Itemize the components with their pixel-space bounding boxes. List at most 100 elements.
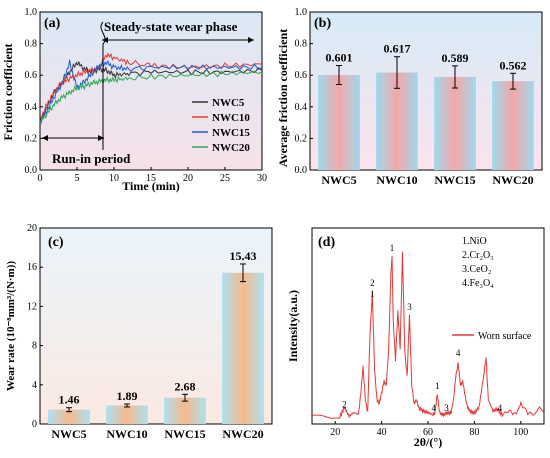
- a-xtick-label-2: 10: [109, 173, 119, 184]
- b-data-label-0: 0.601: [326, 51, 353, 65]
- c-category-label-1: NWC10: [106, 427, 147, 441]
- a-ytick-label-3: 0.6: [25, 70, 38, 81]
- d-peak-label-7: 3: [444, 403, 449, 413]
- a-ytick-label-4: 0.8: [25, 39, 38, 50]
- panel-d-series: [311, 251, 545, 419]
- panel-d-tag: (d): [318, 235, 335, 250]
- d-peak-label-1: 2: [370, 278, 375, 288]
- a-legend-label-2: NWC15: [212, 127, 250, 139]
- phase-3: 3.CeO₂: [462, 264, 491, 275]
- c-ytick-label-0: 0: [32, 419, 37, 430]
- c-bar-nwc20: [222, 272, 264, 424]
- panel-d-ylabel: Intensity(a.u.): [286, 290, 300, 362]
- a-xtick-label-1: 5: [75, 173, 80, 184]
- panel-b-bars: 0.601 NWC5 0.617 NWC10 0.589 NWC15 0.562 NWC20: [318, 42, 534, 187]
- c-data-label-3: 15.43: [230, 249, 257, 263]
- c-category-label-3: NWC20: [222, 427, 263, 441]
- d-peak-label-9: 4: [498, 403, 503, 413]
- b-ytick-label-0: 0.0: [295, 165, 308, 176]
- b-category-label-2: NWC15: [434, 173, 475, 187]
- panel-c-ylabel: Wear rate (10⁻⁸mm³/(N·m)): [5, 261, 17, 391]
- runin-label: Run-in period: [52, 151, 131, 166]
- d-peak-label-6: 4: [432, 403, 437, 413]
- panel-d-xlabel: 2θ/(°): [414, 435, 442, 449]
- d-peak-label-0: 2: [342, 399, 347, 409]
- steady-arrow-head-right: [248, 37, 254, 43]
- b-ytick-label-4: 0.8: [295, 39, 308, 50]
- panel-a-ylabel: Friction coefficient: [1, 44, 15, 141]
- d-xtick-label-1: 40: [377, 427, 387, 438]
- c-data-label-1: 1.89: [117, 389, 138, 403]
- b-bar-nwc20: [492, 81, 534, 170]
- panel-d-axes: 20 40 60 80 100: [330, 421, 528, 438]
- c-category-label-0: NWC5: [51, 427, 86, 441]
- c-bar-nwc5: [48, 409, 90, 424]
- a-ytick-label-1: 0.2: [25, 133, 38, 144]
- a-ytick-label-2: 0.4: [25, 102, 38, 113]
- b-category-label-3: NWC20: [492, 173, 533, 187]
- c-ytick-label-1: 4: [32, 380, 37, 391]
- panel-a-axes: 0 5 10 15 20 25 30 0.0 0.2 0.4 0.6 0.8 1.0: [25, 7, 268, 184]
- c-bar-nwc10: [106, 405, 148, 424]
- b-data-label-2: 0.589: [442, 51, 469, 65]
- a-series-nwc20: [39, 70, 263, 125]
- a-xtick-label-4: 20: [183, 173, 193, 184]
- d-xtick-label-0: 20: [330, 427, 340, 438]
- runin-arrow-head-left: [42, 135, 48, 141]
- b-ytick-label-5: 1.0: [295, 7, 308, 18]
- a-xtick-label-3: 15: [146, 173, 156, 184]
- c-category-label-2: NWC15: [164, 427, 205, 441]
- panel-c: 0 4 8 12 16 20 1.46 NWC5 1.89 NWC10 2.68 NWC15 15.4…: [5, 223, 273, 441]
- b-bar-nwc15: [434, 76, 476, 170]
- d-xtick-label-4: 100: [513, 427, 528, 438]
- panel-c-axes: 0 4 8 12 16 20: [27, 223, 43, 430]
- a-legend-label-1: NWC10: [212, 112, 250, 124]
- panel-a-xlabel: Time (min): [122, 179, 179, 193]
- c-ytick-label-5: 20: [27, 223, 37, 234]
- runin-arrow-head-right: [98, 135, 104, 141]
- b-data-label-3: 0.562: [500, 58, 527, 72]
- c-ytick-label-2: 8: [32, 341, 37, 352]
- d-legend-label: Worn surface: [478, 331, 532, 342]
- panel-a-series: [39, 52, 263, 125]
- a-xtick-label-5: 25: [220, 173, 230, 184]
- panel-d-plot-area: [311, 227, 545, 425]
- b-data-label-1: 0.617: [384, 42, 411, 56]
- a-ytick-label-0: 0.0: [25, 165, 38, 176]
- c-bar-nwc15: [164, 397, 206, 424]
- d-peak-label-5: 1: [435, 381, 440, 391]
- c-data-label-0: 1.46: [59, 393, 80, 407]
- d-peak-label-8: 4: [456, 348, 461, 358]
- d-series-worn-surface: [311, 251, 545, 419]
- phase-list: 1.NiO 2.Cr₂O₃ 3.CeO₂ 4.Fe₃O₄: [462, 236, 494, 289]
- a-ytick-label-5: 1.0: [25, 7, 38, 18]
- panel-a-legend: NWC5 NWC10 NWC15 NWC20: [192, 97, 250, 154]
- panel-a-plot-area: [39, 11, 263, 171]
- phase-4: 4.Fe₃O₄: [462, 278, 494, 289]
- b-bar-nwc5: [318, 75, 360, 170]
- phase-1: 1.NiO: [462, 236, 487, 247]
- a-series-nwc15: [39, 59, 263, 125]
- c-ytick-label-3: 12: [27, 301, 37, 312]
- a-xtick-label-6: 30: [257, 173, 267, 184]
- b-category-label-1: NWC10: [376, 173, 417, 187]
- a-legend-label-3: NWC20: [212, 142, 250, 154]
- panel-a: 0 5 10 15 20 25 30 0.0 0.2 0.4 0.6 0.8 1.0 (a) Stead…: [1, 7, 267, 193]
- panel-d-legend: Worn surface: [452, 331, 532, 342]
- d-xtick-label-3: 80: [469, 427, 479, 438]
- a-legend-label-0: NWC5: [212, 97, 245, 109]
- panel-b-ylabel: Average friction coefficient: [276, 29, 290, 167]
- b-ytick-label-1: 0.2: [295, 133, 308, 144]
- panel-a-tag: (a): [44, 16, 61, 31]
- d-xtick-label-2: 60: [423, 427, 433, 438]
- panel-c-bars: 1.46 NWC5 1.89 NWC10 2.68 NWC15 15.43 NWC20: [48, 249, 264, 441]
- b-ytick-label-2: 0.4: [295, 102, 308, 113]
- panel-c-tag: (c): [48, 235, 64, 250]
- panel-b-tag: (b): [314, 16, 331, 31]
- b-category-label-0: NWC5: [321, 173, 356, 187]
- d-peak-label-2: 1: [370, 289, 375, 299]
- steady-state-label: Steady-state wear phase: [104, 19, 238, 34]
